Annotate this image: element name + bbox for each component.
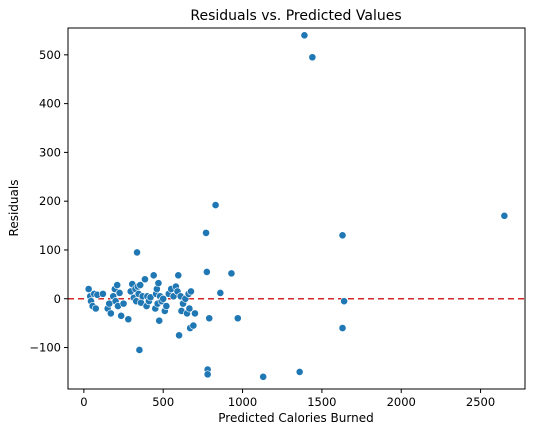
data-point	[174, 271, 183, 280]
x-tick-label: 0	[80, 395, 87, 409]
y-axis-ticks: −100 0 100 200 300 400 500	[29, 48, 68, 355]
y-tick-label: 200	[39, 194, 61, 208]
data-point	[91, 304, 100, 313]
y-tick-label: 100	[39, 243, 61, 257]
data-point	[162, 302, 171, 310]
data-point	[205, 314, 214, 323]
data-point	[338, 231, 347, 240]
data-point	[216, 288, 225, 297]
data-point	[300, 31, 309, 40]
data-point	[202, 228, 210, 237]
data-point	[308, 53, 317, 62]
data-point	[159, 294, 168, 303]
data-point	[84, 285, 93, 293]
data-point	[106, 309, 115, 318]
data-point	[146, 293, 155, 302]
chart-title: Residuals vs. Predicted Values	[190, 8, 401, 24]
data-point	[340, 297, 348, 306]
data-point	[141, 275, 149, 284]
data-point	[155, 316, 164, 325]
y-tick-label: 0	[54, 292, 61, 306]
data-point	[203, 370, 212, 379]
data-point	[124, 315, 133, 324]
x-axis-ticks: 0 500 1000 1500 2000 2500	[80, 389, 495, 409]
x-tick-label: 1000	[228, 395, 257, 409]
data-point	[135, 346, 144, 354]
data-point	[99, 289, 107, 298]
data-points	[84, 31, 509, 381]
y-tick-label: −100	[29, 341, 61, 355]
x-tick-label: 2000	[387, 395, 416, 409]
data-point	[136, 281, 145, 289]
data-point	[113, 281, 122, 289]
data-point	[117, 311, 126, 320]
data-point	[133, 248, 141, 257]
y-tick-label: 400	[39, 97, 61, 111]
data-point	[189, 321, 198, 330]
data-point	[295, 368, 304, 376]
data-point	[191, 309, 199, 318]
data-point	[175, 331, 183, 340]
y-tick-label: 300	[39, 145, 61, 159]
data-point	[259, 372, 268, 381]
x-tick-label: 2500	[466, 395, 495, 409]
data-point	[115, 288, 124, 297]
x-tick-label: 1500	[307, 395, 336, 409]
plot-area-frame	[67, 27, 526, 390]
data-point	[233, 314, 242, 323]
y-tick-label: 500	[39, 48, 61, 62]
data-point	[227, 269, 236, 278]
data-point	[154, 279, 163, 288]
data-point	[149, 271, 158, 280]
data-point	[211, 201, 220, 209]
data-point	[202, 268, 211, 276]
data-point	[119, 299, 128, 308]
x-axis-label: Predicted Calories Burned	[218, 411, 373, 425]
y-axis-label: Residuals	[7, 180, 21, 237]
data-point	[185, 304, 194, 313]
data-point	[500, 211, 509, 220]
x-tick-label: 500	[152, 395, 174, 409]
data-point	[338, 324, 347, 332]
data-point	[187, 287, 195, 296]
